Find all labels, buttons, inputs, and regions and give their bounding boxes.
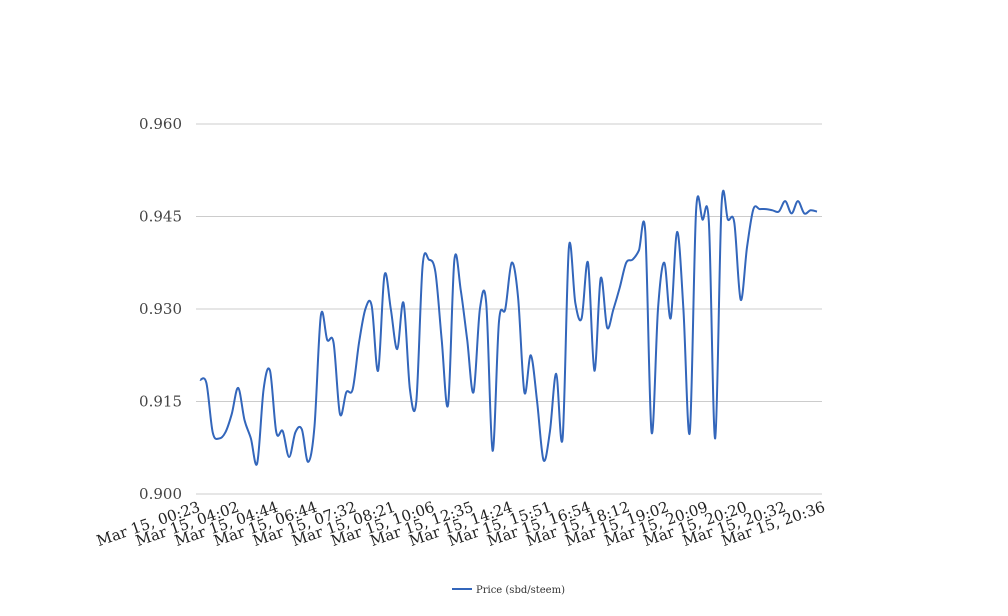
y-axis: 0.900 0.915 0.930 0.945 0.960 [139, 115, 182, 503]
grid-lines [196, 123, 822, 495]
legend-label: Price (sbd/steem) [476, 585, 565, 596]
series-layer [199, 189, 818, 466]
y-tick-label: 0.930 [139, 300, 182, 318]
series-line-0 [199, 189, 818, 466]
legend[interactable]: Price (sbd/steem) [452, 585, 565, 596]
y-tick-label: 0.900 [139, 485, 182, 503]
y-tick-label: 0.945 [139, 208, 182, 226]
y-tick-label: 0.960 [139, 115, 182, 133]
y-tick-label: 0.915 [139, 393, 182, 411]
